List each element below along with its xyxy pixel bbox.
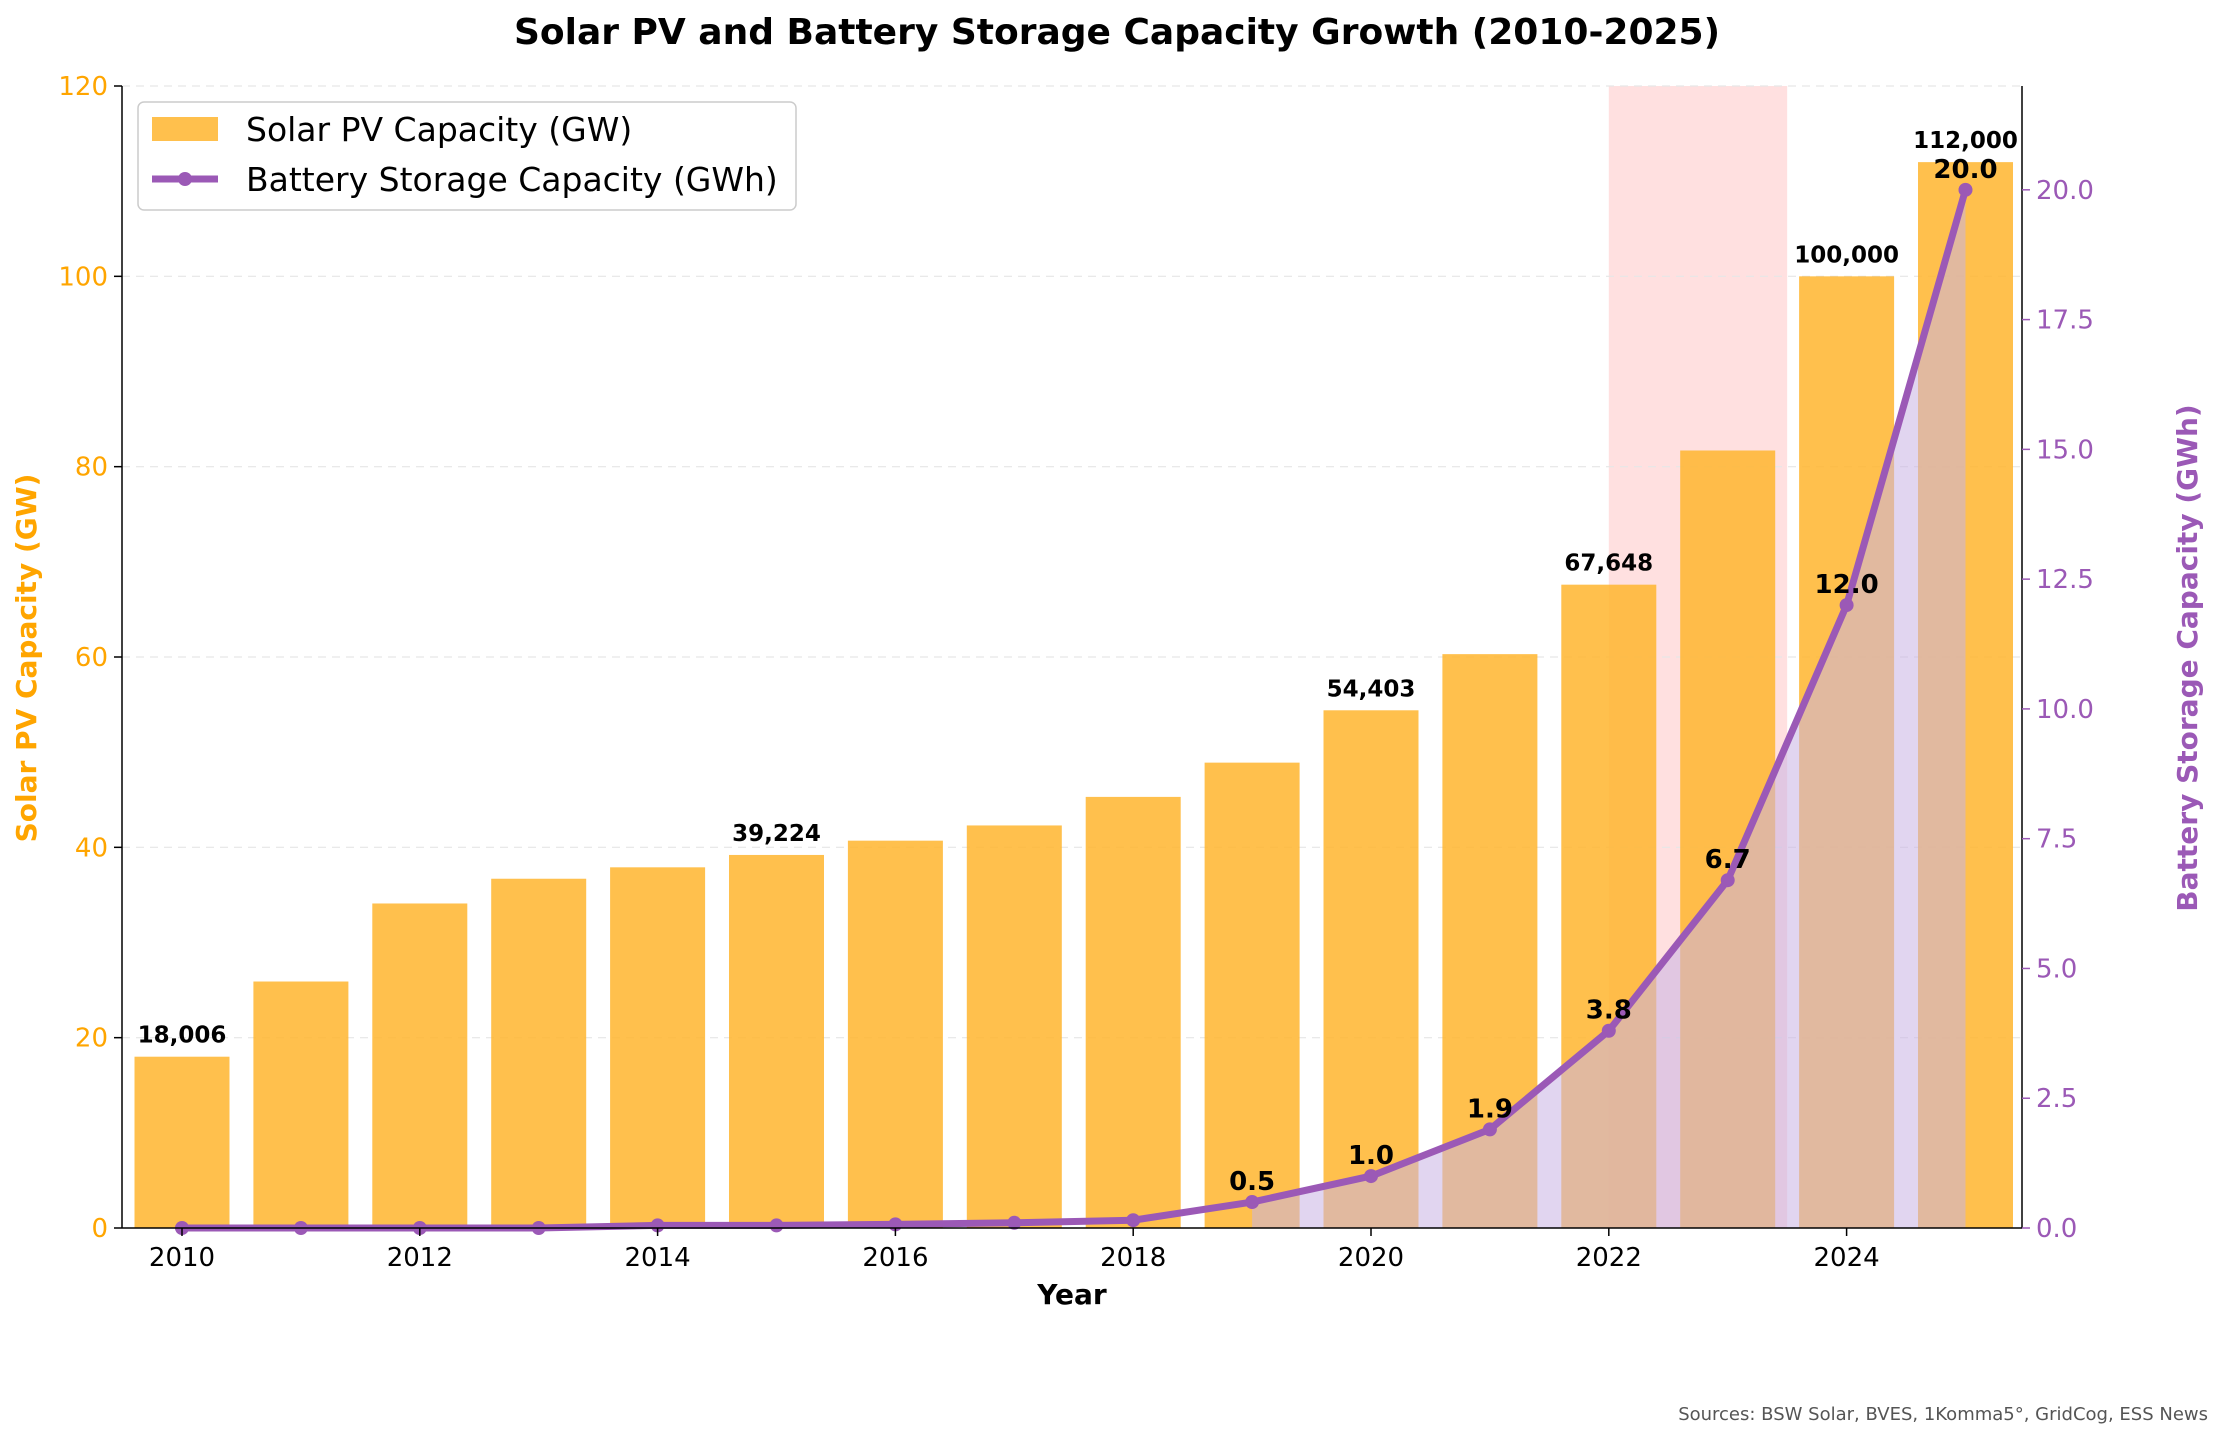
bar-value-label: 18,006 bbox=[138, 1023, 227, 1049]
y-right-tick-label: 5.0 bbox=[2036, 954, 2077, 984]
battery-value-label: 12.0 bbox=[1815, 570, 1879, 600]
bar-solar-2015 bbox=[729, 854, 824, 1228]
battery-value-label: 3.8 bbox=[1586, 996, 1632, 1026]
legend-label-solar: Solar PV Capacity (GW) bbox=[246, 110, 632, 149]
battery-point-2023 bbox=[1720, 873, 1735, 888]
bar-value-label: 100,000 bbox=[1794, 242, 1899, 268]
bar-value-label: 39,224 bbox=[732, 821, 821, 847]
legend-swatch-battery-marker bbox=[178, 172, 192, 186]
chart-title: Solar PV and Battery Storage Capacity Gr… bbox=[514, 12, 1720, 53]
battery-value-label: 6.7 bbox=[1705, 845, 1751, 875]
bar-solar-2011 bbox=[253, 981, 349, 1228]
bar-solar-2012 bbox=[372, 903, 468, 1228]
battery-area-shading bbox=[1252, 189, 1966, 1229]
x-axis-label: Year bbox=[1036, 1278, 1107, 1311]
battery-point-2014 bbox=[650, 1218, 665, 1233]
data-labels: 18,006 39,224 54,403 67,648 100,000 112,000 0.… bbox=[138, 128, 2018, 1197]
y-left-tick-label: 80 bbox=[75, 453, 108, 483]
y-left-tick-label: 40 bbox=[75, 833, 108, 863]
x-tick-label: 2024 bbox=[1814, 1243, 1880, 1273]
battery-point-2019 bbox=[1245, 1195, 1260, 1210]
x-tick-label: 2016 bbox=[862, 1243, 928, 1273]
y-right-tick-label: 20.0 bbox=[2036, 176, 2094, 206]
bar-solar-2016 bbox=[847, 840, 943, 1228]
y-left-tick-label: 100 bbox=[58, 262, 108, 292]
y-right-tick-label: 7.5 bbox=[2036, 825, 2077, 855]
bar-value-label: 54,403 bbox=[1327, 676, 1416, 702]
y-left-tick-label: 60 bbox=[75, 643, 108, 673]
x-tick-label: 2022 bbox=[1576, 1243, 1642, 1273]
bar-solar-2013 bbox=[491, 878, 587, 1228]
battery-point-2015 bbox=[769, 1218, 784, 1233]
x-tick-label: 2012 bbox=[387, 1243, 453, 1273]
legend-swatch-solar bbox=[152, 117, 218, 141]
legend-box bbox=[137, 101, 797, 211]
bar-solar-2020 bbox=[1323, 710, 1419, 1228]
battery-value-label: 0.5 bbox=[1229, 1167, 1275, 1197]
y-right-tick-label: 0.0 bbox=[2036, 1214, 2077, 1244]
battery-value-label: 1.0 bbox=[1348, 1141, 1394, 1171]
axes: 0 20 40 60 80 100 120 0.0 2.5 5.0 7.5 10.0 12.5 15.0 1… bbox=[58, 72, 2094, 1273]
y-axis-left-label: Solar PV Capacity (GW) bbox=[10, 474, 43, 843]
y-right-tick-label: 10.0 bbox=[2036, 695, 2094, 725]
battery-value-label: 20.0 bbox=[1933, 155, 1997, 185]
y-axis-right-label: Battery Storage Capacity (GWh) bbox=[2171, 404, 2204, 911]
battery-point-2024 bbox=[1839, 598, 1854, 613]
y-left-tick-label: 0 bbox=[91, 1214, 108, 1244]
y-left-tick-label: 120 bbox=[58, 72, 108, 102]
x-tick-label: 2018 bbox=[1100, 1243, 1166, 1273]
battery-point-2018 bbox=[1126, 1213, 1141, 1228]
source-note: Sources: BSW Solar, BVES, 1Komma5°, Grid… bbox=[1678, 1404, 2208, 1425]
y-right-tick-label: 17.5 bbox=[2036, 306, 2094, 336]
y-right-tick-label: 2.5 bbox=[2036, 1084, 2077, 1114]
battery-point-2021 bbox=[1482, 1122, 1497, 1137]
bar-value-label: 112,000 bbox=[1913, 128, 2018, 154]
y-right-tick-label: 15.0 bbox=[2036, 435, 2094, 465]
battery-shading-layer bbox=[1252, 189, 1966, 1229]
x-tick-label: 2014 bbox=[625, 1243, 691, 1273]
battery-point-2022 bbox=[1601, 1023, 1616, 1038]
bar-value-label: 67,648 bbox=[1564, 551, 1653, 577]
battery-value-label: 1.9 bbox=[1467, 1094, 1513, 1124]
battery-point-2020 bbox=[1364, 1169, 1378, 1184]
bar-solar-2019 bbox=[1204, 762, 1300, 1228]
battery-point-2025 bbox=[1958, 182, 1973, 197]
x-tick-label: 2010 bbox=[149, 1243, 215, 1273]
y-left-tick-label: 20 bbox=[75, 1024, 108, 1054]
y-right-tick-label: 12.5 bbox=[2036, 565, 2094, 595]
bar-solar-2017 bbox=[966, 825, 1062, 1228]
bar-solar-2014 bbox=[610, 867, 706, 1228]
legend-label-battery: Battery Storage Capacity (GWh) bbox=[246, 160, 778, 199]
battery-point-2017 bbox=[1007, 1215, 1022, 1230]
bar-solar-2018 bbox=[1085, 796, 1181, 1228]
legend: Solar PV Capacity (GW) Battery Storage C… bbox=[137, 101, 797, 211]
bar-solar-2010 bbox=[134, 1056, 230, 1228]
x-tick-label: 2020 bbox=[1338, 1243, 1404, 1273]
